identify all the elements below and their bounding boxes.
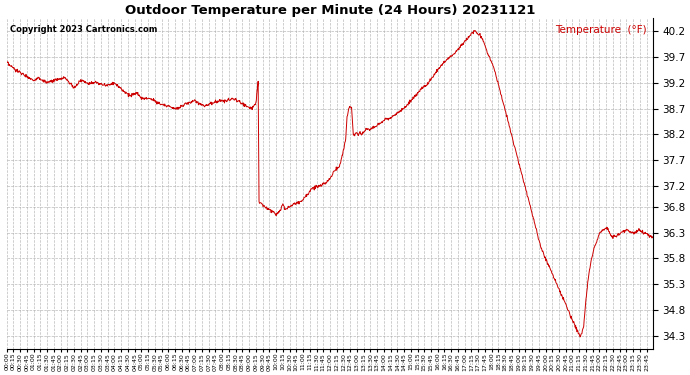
Title: Outdoor Temperature per Minute (24 Hours) 20231121: Outdoor Temperature per Minute (24 Hours… (125, 4, 535, 17)
Text: Temperature  (°F): Temperature (°F) (555, 25, 647, 35)
Text: Copyright 2023 Cartronics.com: Copyright 2023 Cartronics.com (10, 25, 157, 34)
